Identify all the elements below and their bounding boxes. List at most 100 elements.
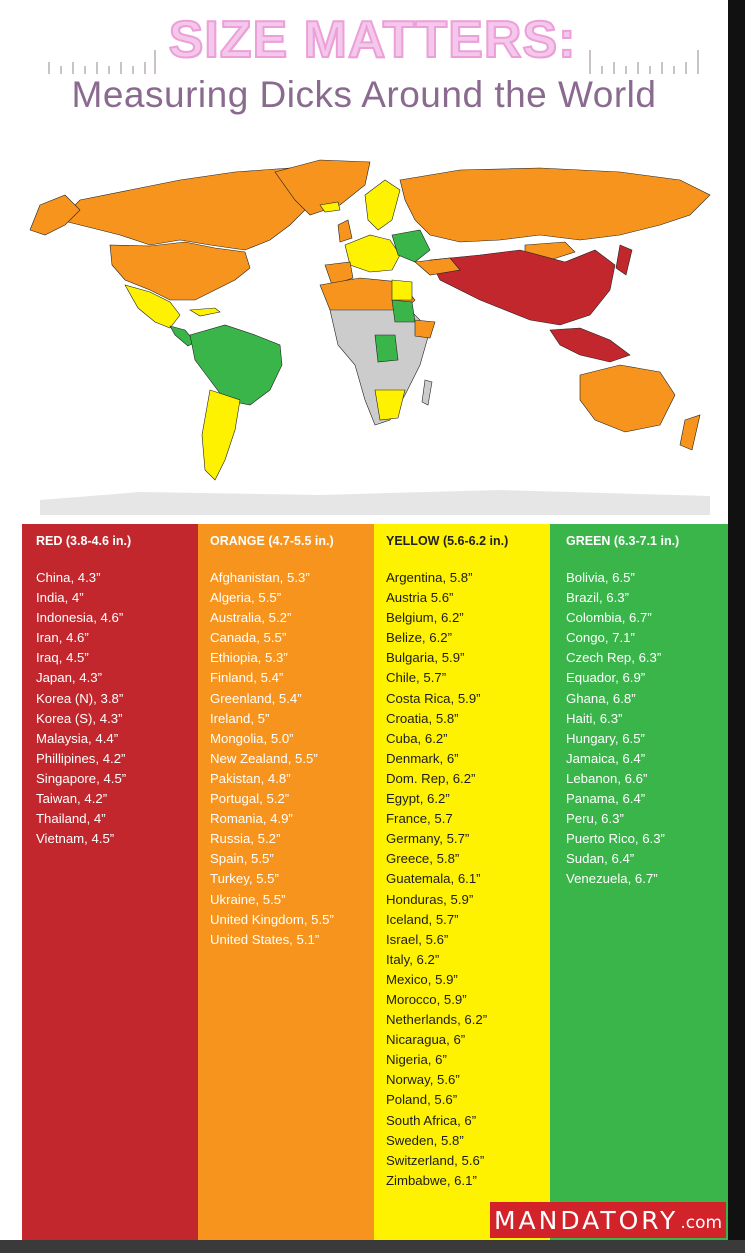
legend-item: Venezuela, 6.7” (566, 871, 658, 887)
map-japan (615, 244, 633, 276)
legend-item: Greece, 5.8” (386, 851, 460, 867)
legend-item: Korea (S), 4.3” (36, 710, 123, 726)
legend-column-green: GREEN (6.3-7.1 in.) Bolivia, 6.5” Brazil,… (550, 524, 728, 1240)
legend-item: Ghana, 6.8” (566, 690, 636, 706)
legend-item: Taiwan, 4.2” (36, 791, 108, 807)
legend-item: Israel, 5.6” (386, 931, 449, 947)
legend-item: Lebanon, 6.6” (566, 770, 648, 786)
map-greenland (274, 159, 371, 216)
legend-column-orange: ORANGE (4.7-5.5 in.) Afghanistan, 5.3” Al… (198, 524, 374, 1240)
map-western-europe (344, 234, 401, 273)
map-uk (337, 219, 353, 243)
legend-item: United Kingdom, 5.5” (210, 911, 334, 927)
map-alaska (29, 194, 81, 236)
brand-suffix: .com (680, 1213, 723, 1233)
legend-item: Hungary, 6.5” (566, 730, 645, 746)
map-argentina-chile (201, 389, 241, 481)
map-madagascar (421, 379, 433, 406)
legend-item: Nicaragua, 6” (386, 1032, 466, 1048)
legend-item: Jamaica, 6.4” (566, 750, 646, 766)
legend-item: Mongolia, 5.0” (210, 730, 294, 746)
bottom-edge-frame (0, 1240, 745, 1253)
legend-item: Guatemala, 6.1” (386, 871, 481, 887)
legend-item: Netherlands, 6.2” (386, 1012, 488, 1028)
legend-item: Congo, 7.1” (566, 630, 635, 646)
legend-item: China, 4.3” (36, 570, 101, 585)
legend-item: United States, 5.1” (210, 931, 320, 947)
legend-item: Haiti, 6.3” (566, 710, 623, 726)
world-map (29, 159, 711, 515)
legend-item: Ireland, 5” (210, 710, 270, 726)
map-canada (59, 167, 321, 251)
legend-item: Finland, 5.4” (210, 670, 284, 686)
legend-item: Norway, 5.6” (386, 1072, 460, 1088)
legend-item: Switzerland, 5.6” (386, 1152, 485, 1168)
legend-item: India, 4” (36, 590, 84, 606)
legend-heading-orange: ORANGE (4.7-5.5 in.) (210, 534, 334, 548)
map-egypt (391, 279, 413, 301)
map-usa (109, 241, 251, 301)
map-north-south-america (189, 324, 283, 406)
map-australia (579, 364, 676, 433)
legend-item: Germany, 5.7” (386, 831, 470, 847)
legend-list-orange: Afghanistan, 5.3” Algeria, 5.5” Australia,… (210, 568, 334, 950)
legend-item: Vietnam, 4.5” (36, 831, 115, 847)
map-sudan (391, 299, 416, 323)
legend-item: Mexico, 5.9” (386, 971, 458, 987)
map-new-zealand (679, 414, 701, 451)
legend-item: Cuba, 6.2” (386, 730, 448, 746)
legend-item: Dom. Rep, 6.2” (386, 770, 476, 786)
map-middle-east-asia (429, 249, 616, 326)
legend-item: Denmark, 6” (386, 750, 459, 766)
map-caribbean (189, 307, 221, 317)
ruler-left-decoration (48, 38, 156, 74)
legend-item: Iran, 4.6” (36, 630, 89, 646)
legend-list-yellow: Argentina, 5.8” Austria 5.6” Belgium, 6.2”… (386, 568, 487, 1191)
legend-item: Belize, 6.2” (386, 630, 452, 646)
legend-item: Czech Rep, 6.3” (566, 650, 662, 666)
legend-item: Phillipines, 4.2” (36, 750, 126, 766)
legend-item: Chile, 5.7” (386, 670, 447, 686)
legend-table: RED (3.8-4.6 in.) China, 4.3” India, 4” In… (22, 524, 728, 1240)
legend-heading-green: GREEN (6.3-7.1 in.) (566, 534, 680, 548)
legend-item: Algeria, 5.5” (210, 590, 282, 606)
legend-item: Russia, 5.2” (210, 831, 281, 847)
map-iceland (319, 201, 341, 213)
legend-item: Thailand, 4” (36, 811, 106, 827)
infographic: SIZE MATTERS: Measuring Dicks Around the… (0, 0, 728, 1253)
legend-item: France, 5.7 (386, 811, 453, 827)
map-eastern-europe (391, 229, 431, 263)
legend-item: Ukraine, 5.5” (210, 891, 286, 907)
map-scandinavia (364, 179, 401, 231)
legend-heading-red: RED (3.8-4.6 in.) (36, 534, 132, 548)
legend-list-red: China, 4.3” India, 4” Indonesia, 4.6” Iran,… (36, 568, 126, 849)
legend-item: Costa Rica, 5.9” (386, 690, 481, 706)
map-south-africa (374, 389, 406, 421)
legend-item: Iraq, 4.5” (36, 650, 89, 666)
page-subtitle: Measuring Dicks Around the World (71, 74, 657, 115)
title-row: SIZE MATTERS: (0, 8, 728, 74)
brand-name: MANDATORY (493, 1205, 679, 1235)
brand-logo[interactable]: MANDATORY .com (490, 1202, 726, 1238)
legend-item: Colombia, 6.7” (566, 610, 652, 626)
legend-item: Portugal, 5.2” (210, 791, 290, 807)
legend-item: Egypt, 6.2” (386, 791, 450, 807)
legend-item: Morocco, 5.9” (386, 991, 467, 1007)
legend-heading-yellow: YELLOW (5.6-6.2 in.) (386, 534, 509, 548)
legend-item: Turkey, 5.5” (210, 871, 279, 887)
legend-list-green: Bolivia, 6.5” Brazil, 6.3” Colombia, 6.7” C… (566, 568, 665, 890)
legend-item: Puerto Rico, 6.3” (566, 831, 665, 847)
legend-item: Bulgaria, 5.9” (386, 650, 465, 666)
legend-column-yellow: YELLOW (5.6-6.2 in.) Argentina, 5.8” Aust… (374, 524, 550, 1240)
legend-item: Japan, 4.3” (36, 670, 102, 686)
legend-item: Romania, 4.9” (210, 811, 293, 827)
legend-item: Brazil, 6.3” (566, 590, 630, 606)
right-edge-frame (728, 0, 745, 1253)
legend-item: Spain, 5.5” (210, 851, 274, 867)
legend-item: Zimbabwe, 6.1” (386, 1172, 477, 1188)
map-congo (374, 334, 399, 363)
legend-item: Sudan, 6.4” (566, 851, 635, 867)
legend-item: Peru, 6.3” (566, 811, 624, 827)
legend-item: Austria 5.6” (386, 590, 454, 606)
legend-item: Italy, 6.2” (386, 951, 440, 967)
